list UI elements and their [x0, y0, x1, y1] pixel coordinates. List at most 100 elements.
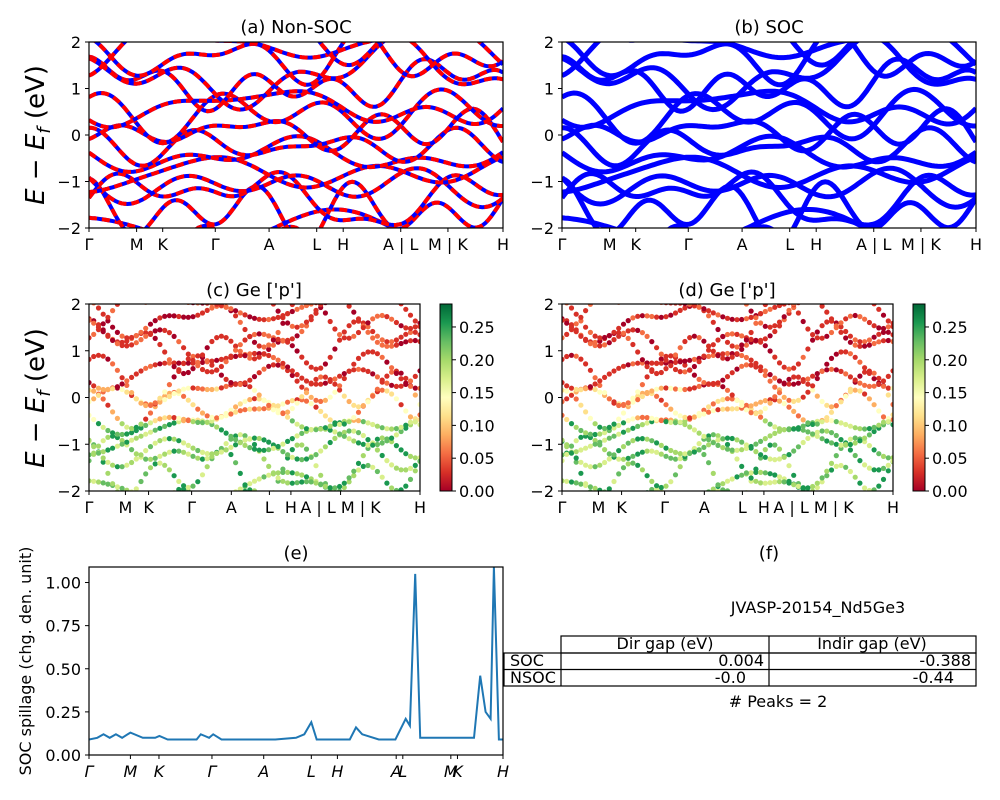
projection-point	[355, 409, 362, 415]
projection-point	[204, 345, 210, 351]
projection-point	[289, 454, 295, 460]
projection-point	[318, 381, 324, 387]
projection-point	[91, 304, 97, 306]
projection-point	[635, 503, 640, 508]
projection-point	[568, 479, 575, 485]
y-tick-label: 0	[71, 126, 81, 145]
x-tick-label: Γ	[660, 498, 669, 517]
projection-point	[762, 405, 768, 412]
axes-frame	[88, 566, 504, 756]
projection-point	[270, 342, 276, 348]
projection-point	[810, 387, 816, 393]
projection-point	[644, 448, 650, 454]
projection-point	[658, 385, 664, 391]
projection-point	[214, 499, 219, 504]
projection-point	[384, 283, 389, 288]
projection-point	[110, 462, 116, 468]
projection-point	[828, 460, 835, 466]
projection-point	[95, 479, 102, 485]
projection-point	[233, 404, 239, 410]
projection-point	[620, 444, 627, 450]
projection-point	[195, 312, 201, 318]
projection-point	[157, 361, 163, 367]
projection-point	[710, 348, 716, 354]
projection-point	[706, 313, 712, 319]
projection-point	[91, 444, 97, 450]
projection-point	[767, 400, 773, 406]
projection-point	[658, 397, 664, 403]
projection-point	[190, 483, 196, 489]
projection-point	[407, 414, 414, 420]
projection-point	[351, 438, 357, 444]
projection-point	[611, 478, 617, 485]
projection-point	[223, 304, 229, 310]
projection-point	[828, 430, 835, 436]
projection-point	[559, 297, 564, 302]
projection-point	[346, 436, 352, 442]
projection-point	[776, 446, 783, 452]
projection-point	[880, 329, 887, 335]
projection-point	[663, 357, 669, 363]
projection-point	[776, 456, 783, 462]
projection-point	[611, 337, 617, 343]
projection-point	[228, 407, 234, 413]
projection-point	[710, 408, 716, 414]
projection-point	[384, 380, 390, 386]
projection-point	[668, 455, 674, 461]
projection-point	[786, 480, 792, 486]
projection-point	[195, 406, 201, 412]
projection-point	[214, 424, 220, 430]
projection-point	[635, 292, 640, 297]
projection-point	[147, 402, 154, 408]
projection-point	[574, 496, 579, 501]
projection-point	[791, 304, 797, 307]
projection-point	[696, 376, 702, 382]
projection-point	[597, 382, 603, 388]
band-line	[562, 165, 976, 210]
projection-point	[621, 298, 626, 303]
projection-point	[658, 417, 664, 424]
projection-point	[578, 470, 584, 476]
projection-point	[782, 290, 787, 295]
projection-point	[828, 409, 835, 415]
projection-point	[332, 389, 338, 395]
projection-point	[119, 421, 125, 427]
projection-point	[753, 401, 759, 407]
projection-point	[129, 459, 135, 466]
projection-point	[209, 386, 215, 393]
x-tick-label: Γ	[85, 235, 94, 254]
projection-point	[101, 496, 106, 501]
projection-point	[299, 328, 305, 335]
projection-point	[195, 385, 201, 391]
projection-point	[327, 378, 333, 384]
projection-point	[299, 457, 305, 463]
projection-point	[885, 455, 891, 461]
y-tick-label: −1	[530, 173, 554, 192]
projection-point	[89, 317, 92, 323]
projection-point	[739, 463, 745, 469]
projection-point	[890, 458, 893, 464]
projection-point	[166, 357, 172, 363]
projection-point	[758, 480, 764, 486]
projection-point	[871, 370, 877, 376]
projection-point	[176, 360, 182, 366]
projection-point	[815, 288, 820, 293]
projection-point	[190, 357, 196, 363]
projection-point	[110, 386, 116, 392]
projection-point	[124, 382, 130, 388]
band-line	[565, 42, 976, 88]
projection-point	[814, 329, 820, 335]
projection-point	[171, 360, 177, 366]
projection-point	[810, 383, 816, 389]
projection-point	[862, 382, 868, 388]
projection-point	[635, 415, 641, 421]
projection-point	[791, 408, 797, 414]
projection-point	[824, 293, 829, 298]
projection-point	[672, 420, 679, 426]
projection-point	[251, 356, 258, 362]
projection-point	[573, 386, 579, 393]
projection-point	[110, 491, 115, 496]
projection-point	[256, 406, 262, 412]
projection-point	[190, 273, 195, 278]
